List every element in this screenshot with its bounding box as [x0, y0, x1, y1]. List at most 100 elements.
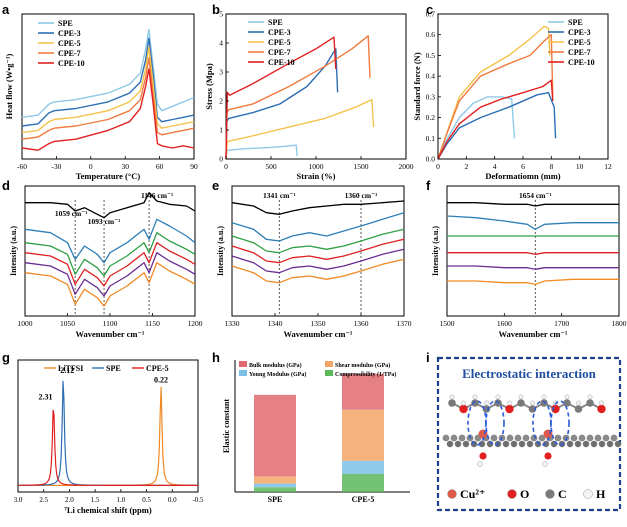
panel-i-chain-carbon-atom	[563, 399, 571, 407]
panel-b-xtick-label-0: 0	[224, 162, 228, 171]
panel-a-xtick-label-3: 30	[121, 162, 129, 171]
panel-i-surface-carbon-atom	[538, 434, 546, 442]
panel-i-chain-carbon-atom	[540, 399, 548, 407]
panel-e-xtick-label-1: 1340	[268, 319, 283, 328]
panel-i-surface-carbon-atom	[490, 434, 498, 442]
panel-a-frame	[21, 13, 195, 160]
panel-e-annotation-1: 1360 cm⁻¹	[345, 191, 378, 200]
panel-f-xtick-label-2: 1700	[554, 319, 569, 328]
panel-h-bar-spe-1	[254, 483, 296, 488]
panel-g-xlabel: ⁷Li chemical shift (ppm)	[64, 505, 151, 515]
panel-i-surface-carbon-atom	[502, 440, 510, 448]
panel-e-xtick-label-3: 1360	[354, 319, 369, 328]
panel-h-bar-cpe-5-3	[342, 373, 384, 410]
panel-i-surface-carbon-atom	[598, 440, 606, 448]
panel-g-xtick-label-1: 2.5	[39, 496, 48, 504]
panel-g-xtick-label-3: 1.5	[91, 496, 100, 504]
panel-h-bar-spe-0	[254, 487, 296, 492]
panel-i-surface-carbon-atom	[602, 434, 610, 442]
panel-a-ylabel: Heat flow (W•g⁻¹)	[4, 53, 14, 119]
panel-i-surface-carbon-atom	[610, 434, 618, 442]
panel-label-c: c	[426, 2, 433, 17]
panel-f-xlabel: Wavenumber cm⁻¹	[499, 329, 568, 339]
panel-h-category-label-1: CPE-5	[352, 495, 375, 504]
panel-d-xtick-label-2: 1100	[103, 319, 118, 328]
panel-i-chain-hydrogen-atom	[449, 394, 455, 400]
panel-b-series-cpe-3	[225, 48, 339, 160]
panel-c-ytick-label-1: 0.1	[426, 134, 436, 143]
panel-b-legend-entry-4: CPE-10	[268, 58, 295, 67]
panel-h-legend-entry-1: Shear modulus (GPa)	[335, 362, 390, 369]
panel-c-series-cpe-7	[437, 34, 554, 160]
panel-i-chain-oxygen-atom	[505, 404, 514, 414]
panel-c-ytick-label-6: 0.6	[426, 30, 436, 39]
panel-i-chain-hydrogen-atom	[484, 400, 489, 406]
panel-c-ytick-label-7: 0.7	[426, 10, 436, 19]
panel-a-series-cpe-5	[21, 46, 195, 134]
panel-h-category-label-0: SPE	[268, 495, 283, 504]
panel-i-surface-carbon-atom	[458, 434, 466, 442]
panel-f-frame	[446, 185, 620, 317]
panel-a-legend-entry-2: CPE-5	[58, 39, 81, 48]
panel-i-surface-carbon-atom	[606, 440, 614, 448]
panel-i-interaction-ellipse-1b	[550, 400, 570, 446]
panel-h-legend-swatch-3	[325, 370, 333, 376]
panel-b-ytick-label-2: 2	[219, 97, 223, 106]
panel-e-xlabel: Wavenumber cm⁻¹	[284, 329, 353, 339]
panel-label-a: a	[2, 2, 10, 17]
panel-i-surface-carbon-atom	[554, 434, 562, 442]
panel-a-xtick-label-5: 90	[190, 162, 198, 171]
panel-h-legend-entry-2: Young Modulus (GPa)	[249, 371, 306, 378]
panel-label-h: h	[212, 350, 220, 365]
panel-c-xtick-label-5: 10	[576, 162, 584, 171]
panel-d-xlabel: Wavenumber cm⁻¹	[76, 329, 145, 339]
panel-i-chain-hydrogen-atom	[507, 400, 512, 406]
panel-g-xtick-label-0: 3.0	[14, 496, 23, 504]
panel-i-chain-carbon-atom	[448, 399, 456, 407]
panel-c-ytick-label-3: 0.3	[426, 92, 436, 101]
panel-c-xlabel: Deformatiomn (mm)	[485, 171, 560, 181]
panel-b-legend-entry-3: CPE-7	[268, 48, 291, 57]
panel-d-series-2	[24, 232, 196, 277]
panel-b-series-cpe-10	[225, 36, 337, 160]
panel-i-chain-hydrogen-atom	[518, 394, 524, 400]
panel-e-xtick-label-0: 1330	[225, 319, 240, 328]
panel-e-xtick-label-4: 1370	[397, 319, 412, 328]
panel-i-legend-atom-0	[447, 489, 457, 499]
panel-i-chain-carbon-atom	[574, 405, 583, 413]
panel-c-series-cpe-3	[437, 91, 557, 160]
panel-i-chain-carbon-atom	[528, 405, 537, 413]
panel-a-xlabel: Temperature (°C)	[76, 171, 141, 181]
panel-i-chain-hydrogen-atom	[587, 394, 593, 400]
panel-a-series-spe	[21, 28, 195, 118]
panel-h-legend-swatch-0	[239, 361, 247, 367]
panel-f-series-5	[447, 278, 619, 285]
panel-h-legend-swatch-1	[325, 361, 333, 367]
panel-b-xtick-label-2: 1000	[309, 162, 324, 171]
panel-i-chain-carbon-atom	[471, 399, 479, 407]
panel-b-legend-entry-0: SPE	[268, 18, 283, 27]
panel-c-legend-entry-0: SPE	[568, 18, 583, 27]
panel-c-ytick-label-4: 0.4	[426, 72, 436, 81]
panel-b-ytick-label-5: 5	[219, 10, 223, 19]
panel-i-chain-hydrogen-atom	[461, 400, 466, 406]
panel-a-series-cpe-3	[21, 37, 195, 127]
panel-i-surface-carbon-atom	[594, 434, 602, 442]
panel-a-series-cpe-10	[21, 68, 195, 151]
panel-d-series-3	[24, 242, 196, 287]
panel-d-series-4	[24, 252, 196, 297]
panel-i-surface-carbon-atom	[462, 440, 470, 448]
panel-label-e: e	[212, 178, 219, 193]
panel-c-ytick-label-5: 0.5	[426, 51, 436, 60]
panel-i-surface-carbon-atom	[534, 440, 542, 448]
panel-label-g: g	[2, 350, 10, 365]
panel-i-chain-oxygen-atom	[459, 404, 468, 414]
panel-a-series-cpe-7	[21, 57, 195, 140]
panel-f-series-4	[447, 265, 619, 270]
panel-h-legend-entry-3: Compressibility (1/TPa)	[335, 371, 396, 378]
panel-g-legend-entry-1: SPE	[106, 364, 121, 373]
panel-d-annotation-0: 1059 cm⁻¹	[55, 209, 88, 218]
panel-f-series-3	[447, 252, 619, 255]
